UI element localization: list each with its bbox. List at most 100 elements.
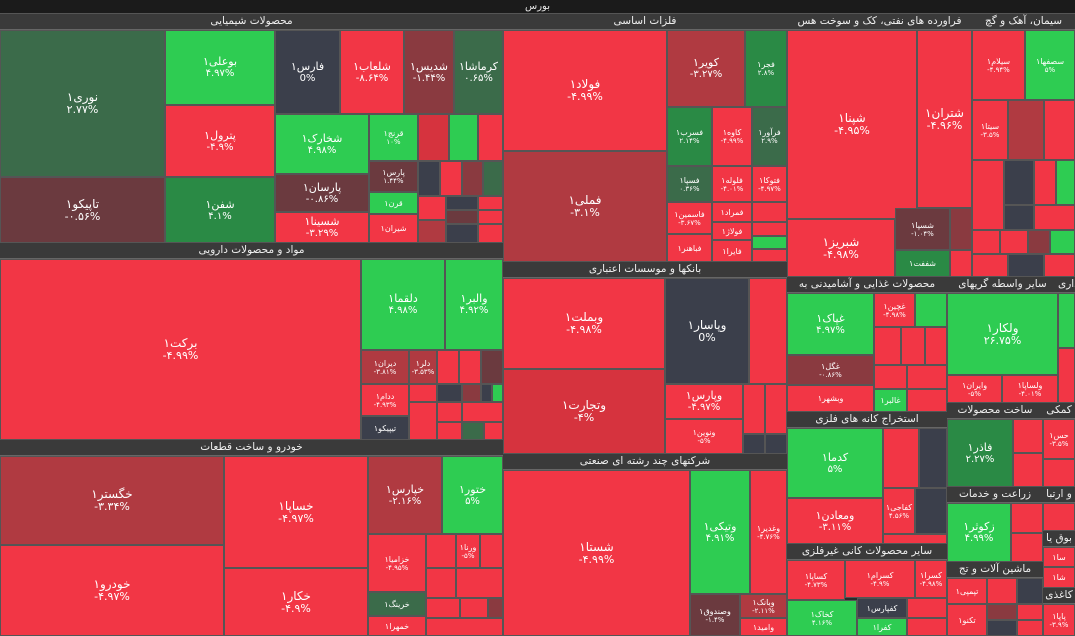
tile-sham[interactable]: سا۱ (1043, 547, 1075, 567)
tile-unnamed[interactable] (488, 598, 503, 618)
tile-vpasar[interactable]: وپاسار۱ 0% (665, 278, 749, 384)
tile-qahak[interactable]: غپاک۱ ۴.۹۷% (787, 293, 874, 355)
tile-unnamed[interactable] (915, 488, 947, 534)
tile-shasta[interactable]: شستا۱ -۴.۹۹% (503, 470, 690, 636)
tile-fameli[interactable]: فملی۱ -۳.۱% (503, 151, 667, 262)
tile-sita[interactable]: سیتا۱ -۳.۵% (972, 100, 1008, 160)
tile-dalar[interactable]: دلر۱ -۳.۵۳% (409, 350, 437, 384)
tile-unnamed[interactable] (1034, 205, 1075, 230)
tile-vairan[interactable]: وایران۱ -۵% (947, 375, 1002, 403)
sector-title[interactable]: و ارتبا (1043, 487, 1075, 503)
tile-unnamed[interactable] (426, 568, 456, 598)
tile-fazar[interactable]: فاذر۱ ۲.۲۷% (947, 419, 1013, 487)
tile-vtejarat[interactable]: وتجارت۱ -۴% (503, 369, 665, 454)
sector-title[interactable]: ساخت محصولات (947, 403, 1043, 419)
tile-unnamed[interactable] (1008, 254, 1044, 277)
tile-dodam[interactable]: ددام۱ -۴.۹۳% (361, 384, 409, 416)
tile-hasp[interactable]: حس۱ -۳.۵% (1043, 419, 1075, 459)
tile-unnamed[interactable] (478, 196, 503, 210)
tile-unnamed[interactable] (1058, 293, 1075, 348)
tile-qalbor[interactable]: غالبر۱ (874, 389, 907, 412)
tile-pars[interactable]: پارس۱ ۱.۴۴% (369, 161, 418, 192)
tile-shspa[interactable]: شسپا۱ -۱.۰۴% (895, 208, 950, 250)
tile-unnamed[interactable] (462, 384, 481, 402)
tile-tapsi[interactable]: تپمپی۱ (947, 578, 987, 604)
tile-unnamed[interactable] (987, 578, 1017, 604)
tile-fajr[interactable]: فجر۱ ۲.۸% (745, 30, 787, 107)
tile-hapar[interactable]: پاپا۱ -۳.۹% (1043, 604, 1075, 636)
tile-unnamed[interactable] (907, 598, 947, 618)
tile-diran[interactable]: دیران۱ -۳.۸۱% (361, 350, 409, 384)
tile-khtour[interactable]: ختور۱ ۵% (442, 456, 503, 534)
tile-volsapa[interactable]: ولساپا۱ -۴.۰۱% (1002, 375, 1058, 403)
tile-unnamed[interactable] (907, 365, 947, 389)
tile-unnamed[interactable] (907, 618, 947, 636)
tile-unnamed[interactable] (1011, 503, 1043, 533)
tile-shiran[interactable]: شیران۱ (369, 214, 418, 243)
sector-title[interactable]: ماشین آلات و تج (947, 562, 1043, 578)
tile-unnamed[interactable] (987, 604, 1017, 620)
tile-kasram[interactable]: کسرام۱ -۴.۹% (845, 560, 915, 598)
tile-vnovin[interactable]: ونوین۱ -۵% (665, 419, 743, 454)
tile-khpars[interactable]: خپارس۱ -۲.۱۶% (368, 456, 442, 534)
tile-unnamed[interactable] (483, 161, 503, 196)
tile-unnamed[interactable] (478, 210, 503, 224)
tile-kasra[interactable]: کسرا۱ -۴.۹۸% (915, 560, 947, 598)
tile-fabahnar[interactable]: فباهنر۱ (667, 234, 712, 262)
tile-shbriz[interactable]: شبریز۱ -۴.۹۸% (787, 219, 895, 277)
tile-unnamed[interactable] (1004, 205, 1034, 230)
tile-unnamed[interactable] (1028, 230, 1050, 254)
sector-title[interactable]: استخراج کانه های فلزی (787, 412, 947, 428)
tile-qanj[interactable]: قرنج۱ ۱۰% (369, 114, 418, 161)
tile-unnamed[interactable] (418, 161, 440, 196)
tile-unnamed[interactable] (1043, 503, 1075, 531)
tile-unnamed[interactable] (460, 598, 488, 618)
tile-unnamed[interactable] (1043, 459, 1075, 487)
tile-valbar[interactable]: والبر۱ ۴.۹۲% (445, 259, 503, 350)
tile-dalqama[interactable]: دلقما۱ ۴.۹۸% (361, 259, 445, 350)
tile-kavir[interactable]: کویر۱ -۳.۲۷% (667, 30, 745, 107)
tile-unnamed[interactable] (743, 434, 765, 454)
tile-unnamed[interactable] (449, 114, 478, 161)
tile-unnamed[interactable] (446, 224, 478, 243)
tile-tipiko[interactable]: تیپیکو۱ (361, 416, 409, 440)
tile-qchin[interactable]: غچین۱ -۴.۹۸% (874, 293, 915, 327)
tile-unnamed[interactable] (874, 365, 907, 389)
tile-shsina[interactable]: شسینا۱ -۳.۲۹% (275, 212, 369, 243)
tile-shalab[interactable]: شلعاب۱ -۸.۶۴% (340, 30, 404, 114)
tile-kaveh[interactable]: کاوه۱ -۴.۹۹% (712, 107, 752, 166)
tile-vpars[interactable]: وپارس۱ -۴.۹۷% (665, 384, 743, 419)
tile-velkar[interactable]: ولکار۱ ۲۶.۷۵% (947, 293, 1058, 375)
tile-unnamed[interactable] (1058, 348, 1075, 403)
tile-ipal[interactable] (919, 428, 947, 488)
tile-fasrab[interactable]: فسرب۱ ۲.۱۴% (667, 107, 712, 166)
tile-shtran[interactable]: شتران۱ -۴.۹۶% (917, 30, 972, 208)
tile-unnamed[interactable] (462, 402, 503, 422)
tile-unnamed[interactable] (484, 422, 503, 440)
tile-unnamed[interactable] (418, 196, 446, 220)
tile-unnamed[interactable] (492, 384, 503, 402)
tile-unnamed[interactable] (478, 224, 503, 243)
tile-kakhak[interactable]: کخاک۱ ۴.۱۶% (787, 600, 857, 636)
tile-unnamed[interactable] (1000, 230, 1028, 254)
tile-unnamed[interactable] (765, 384, 787, 434)
tile-petrol[interactable]: پترول۱ -۴.۹% (165, 105, 275, 177)
sector-title[interactable]: کمکی (1043, 403, 1075, 419)
tile-fasapa[interactable]: فسپا۱ ۰.۳۶% (667, 166, 712, 202)
tile-unnamed[interactable] (1004, 160, 1034, 205)
tile-vbank[interactable]: وبانک۱ -۲.۱۱% (740, 594, 787, 618)
tile-unnamed[interactable] (437, 350, 459, 384)
sector-title[interactable]: بانکها و موسسات اعتباری (503, 262, 787, 278)
sector-title[interactable]: محصولات شیمیایی (0, 14, 503, 30)
tile-unnamed[interactable] (409, 384, 437, 402)
tile-kafaji[interactable]: کفاجی۱ ۴.۵۶% (883, 488, 915, 534)
sector-title[interactable]: کاغذی (1043, 588, 1075, 604)
tile-unnamed[interactable] (1044, 100, 1075, 160)
tile-barekat[interactable]: برکت۱ -۴.۹۹% (0, 259, 361, 440)
tile-unnamed[interactable] (437, 422, 462, 440)
sector-title[interactable]: فراورده های نفتی، کک و سوخت هس (787, 14, 972, 30)
sector-title[interactable]: بوق یا (1043, 531, 1075, 547)
tile-unnamed[interactable] (987, 620, 1017, 636)
tile-kmaadan[interactable]: ومعادن۱ -۳.۱۱% (787, 498, 883, 544)
tile-qaran[interactable]: قرن۱ (369, 192, 418, 214)
